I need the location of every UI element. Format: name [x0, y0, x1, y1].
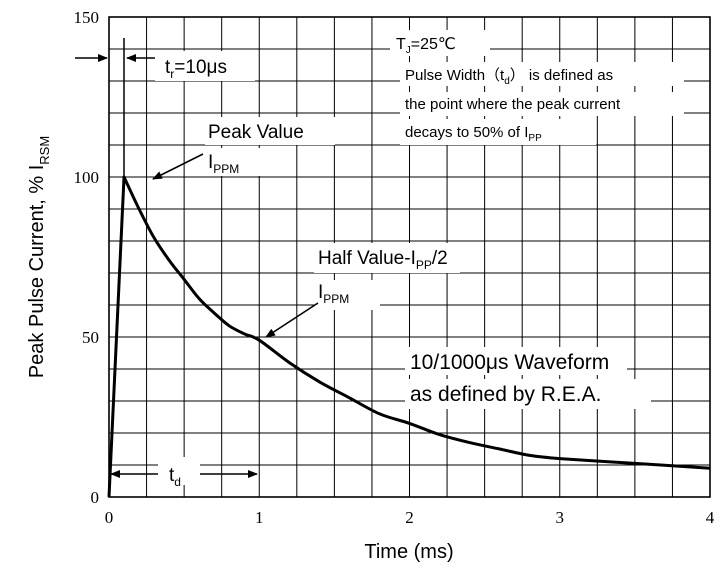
x-tick-label: 0	[105, 508, 114, 527]
x-tick-label: 3	[556, 508, 565, 527]
info-line-2: the point where the peak current	[405, 96, 621, 113]
tr-label: tr=10μs	[165, 57, 227, 81]
x-tick-label: 2	[405, 508, 414, 527]
x-tick-label: 4	[706, 508, 715, 527]
td-label: td	[169, 465, 181, 489]
waveform-label-2: as defined by R.E.A.	[410, 383, 601, 406]
y-tick-label: 0	[91, 488, 100, 507]
waveform-line	[107, 175, 711, 498]
x-axis-label: Time (ms)	[364, 541, 453, 563]
half-value-label: Half Value-IPP/2	[318, 248, 448, 272]
half-ippm-label: IPPM	[318, 282, 349, 306]
y-tick-label: 100	[74, 168, 100, 187]
plot-frame	[108, 16, 711, 498]
x-tick-label: 1	[255, 508, 264, 527]
info-line-3: decays to 50% of IPP	[405, 124, 542, 144]
waveform-label-1: 10/1000μs Waveform	[410, 351, 609, 374]
label-backgrounds	[155, 30, 684, 485]
peak-ippm-label: IPPM	[208, 152, 239, 176]
y-tick-label: 150	[74, 8, 100, 27]
peak-arrow	[152, 153, 204, 180]
half-arrow	[265, 302, 319, 338]
y-tick-label: 50	[82, 328, 99, 347]
info-line-1: Pulse Width（td） is defined as	[405, 67, 613, 87]
peak-value-label: Peak Value	[208, 122, 304, 143]
y-tick-labels: 0 50 100 150	[74, 8, 100, 507]
y-axis-label: Peak Pulse Current, % IRSM	[26, 136, 52, 378]
x-tick-labels: 0 1 2 3 4	[105, 508, 715, 527]
info-tj: TJ=25℃	[396, 36, 456, 56]
